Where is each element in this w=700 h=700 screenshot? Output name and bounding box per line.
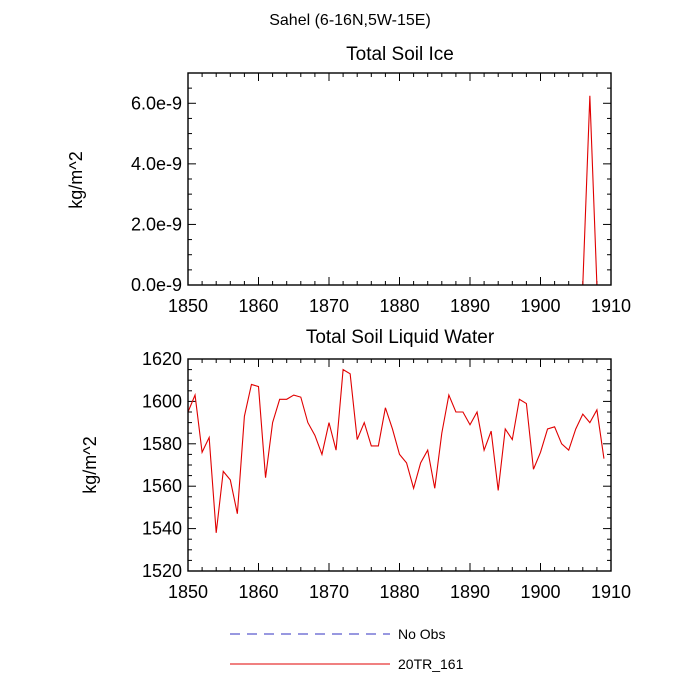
y-tick-label: 1620 — [142, 349, 182, 369]
y-tick-label: 1520 — [142, 561, 182, 581]
x-tick-label: 1890 — [450, 296, 490, 316]
plot-frame-soil-liquid-water — [187, 358, 612, 572]
x-tick-label: 1910 — [591, 582, 631, 602]
plot-area-soil-liquid-water: 1850 1860 1870 1880 1890 1900 1910 1520 1540 1560… — [142, 349, 631, 602]
y-tick-label: 1540 — [142, 519, 182, 539]
y-tick-label: 1580 — [142, 434, 182, 454]
y-tick-label: 6.0e-9 — [131, 93, 182, 113]
series-line-soil-liquid-water — [187, 368, 605, 533]
y-tick-label: 4.0e-9 — [131, 154, 182, 174]
x-tick-label: 1860 — [238, 296, 278, 316]
x-tick-label: 1890 — [450, 582, 490, 602]
y-tick-label: 1560 — [142, 476, 182, 496]
legend-label-20tr-161: 20TR_161 — [398, 656, 464, 672]
x-tick-label: 1870 — [309, 296, 349, 316]
x-tick-label: 1880 — [379, 296, 419, 316]
y-tick-label: 1600 — [142, 391, 182, 411]
x-tick-label: 1860 — [238, 582, 278, 602]
x-tick-label: 1910 — [591, 296, 631, 316]
plot-area-soil-ice: 1850 1860 1870 1880 1890 1900 1910 0.0e-9 2.0e-9… — [131, 72, 631, 316]
y-axis-label-soil-ice: kg/m^2 — [66, 151, 86, 208]
y-tick-label: 0.0e-9 — [131, 275, 182, 295]
series-line-soil-ice — [188, 95, 604, 286]
legend: No Obs 20TR_161 — [230, 626, 464, 672]
x-tick-label: 1900 — [520, 296, 560, 316]
plot-frame-soil-ice — [187, 72, 612, 286]
y-tick-label: 2.0e-9 — [131, 214, 182, 234]
panel-total-soil-ice: Total Soil Ice kg/m^2 1850 1860 1870 1880 18… — [66, 44, 631, 316]
panel-title-soil-liquid-water: Total Soil Liquid Water — [306, 327, 495, 348]
legend-label-no-obs: No Obs — [398, 626, 445, 642]
figure-title: Sahel (6-16N,5W-15E) — [269, 12, 431, 29]
x-tick-label: 1850 — [168, 296, 208, 316]
x-tick-label: 1870 — [309, 582, 349, 602]
x-tick-label: 1850 — [168, 582, 208, 602]
x-tick-label: 1880 — [379, 582, 419, 602]
panel-title-soil-ice: Total Soil Ice — [346, 44, 454, 65]
x-tick-label: 1900 — [520, 582, 560, 602]
y-axis-label-soil-liquid-water: kg/m^2 — [80, 436, 100, 493]
panel-total-soil-liquid-water: Total Soil Liquid Water kg/m^2 1850 1860 1… — [80, 327, 631, 602]
